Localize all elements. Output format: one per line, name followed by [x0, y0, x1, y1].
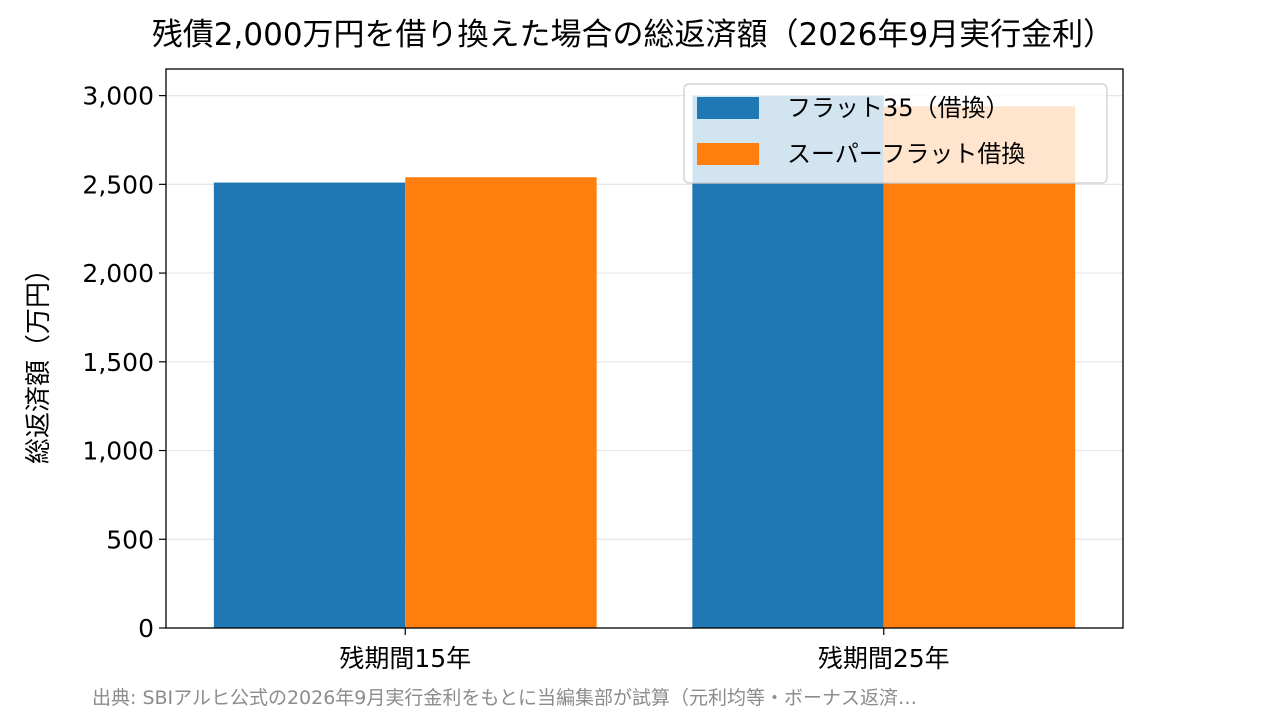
x-tick-label: 残期間15年	[339, 644, 471, 673]
y-axis: 0 500 1,000 1,500 2,000 2,500 3,000	[82, 82, 166, 643]
legend-label: スーパーフラット借換	[787, 140, 1025, 168]
legend: フラット35（借換） スーパーフラット借換	[683, 83, 1108, 184]
y-tick-label: 500	[106, 525, 154, 554]
legend-swatch	[697, 97, 759, 119]
legend-label: フラット35（借換）	[787, 94, 1010, 122]
bar	[213, 182, 406, 629]
bar	[692, 95, 884, 629]
chart-title: 残債2,000万円を借り換えた場合の総返済額（2026年9月実行金利）	[152, 17, 1114, 53]
x-axis: 残期間15年 残期間25年	[339, 628, 950, 673]
bar	[405, 177, 597, 628]
y-tick-label: 0	[138, 614, 154, 643]
x-tick-label: 残期間25年	[818, 644, 950, 673]
y-tick-label: 2,000	[82, 259, 154, 288]
y-axis-label: 総返済額（万円）	[24, 256, 54, 464]
legend-swatch	[697, 143, 759, 165]
bar	[883, 106, 1076, 629]
plot-frame	[165, 68, 1124, 629]
bars	[213, 95, 1076, 629]
source-note: 出典: SBIアルヒ公式の2026年9月実行金利をもとに当編集部が試算（元利均等…	[92, 687, 917, 709]
y-tick-label: 1,000	[82, 437, 154, 466]
y-tick-label: 2,500	[82, 170, 154, 199]
y-tick-label: 1,500	[82, 348, 154, 377]
y-tick-label: 3,000	[82, 82, 154, 111]
legend-box	[683, 83, 1108, 184]
